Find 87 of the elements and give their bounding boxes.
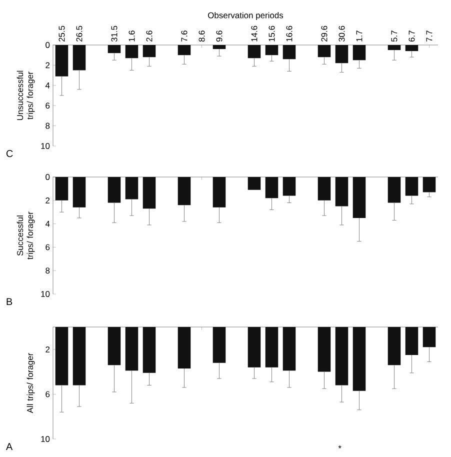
y-axis-title: Successful trips/ forager [16, 212, 35, 260]
bar [108, 45, 121, 54]
y-tick-label: 2 [46, 62, 50, 68]
x-tick-label: 30.6 [338, 26, 345, 42]
y-axis-title: Unsuccessful trips/ forager [16, 70, 35, 120]
bar [125, 177, 138, 200]
bar [142, 327, 156, 373]
bar [178, 327, 191, 368]
bar [352, 327, 366, 391]
y-tick-label: 4 [45, 220, 50, 227]
x-axis-title: Observation periods [208, 12, 284, 20]
x-tick-label: 7.7 [426, 30, 432, 42]
bar [125, 45, 138, 58]
x-tick-label: 26.5 [76, 26, 82, 42]
y-tick-label: 0 [46, 42, 50, 48]
y-tick-label: 10 [41, 291, 50, 297]
y-tick-label: 2 [46, 346, 50, 352]
bar [318, 177, 331, 200]
bar [265, 327, 278, 368]
bar [72, 327, 86, 386]
bar [55, 45, 68, 76]
bar [178, 45, 191, 56]
bar [352, 177, 366, 218]
y-tick-label: 0 [46, 174, 50, 180]
bar [142, 45, 156, 58]
bar [318, 327, 331, 372]
bar [142, 177, 156, 209]
bar [335, 45, 348, 64]
y-tick-label: 6 [46, 391, 50, 398]
bar [388, 177, 401, 203]
x-tick-label: 25.5 [58, 26, 65, 42]
x-tick-label: 7.6 [181, 30, 188, 42]
bar [422, 327, 436, 348]
bar [212, 45, 226, 50]
bar [178, 177, 191, 206]
bar [72, 177, 86, 208]
text: A [6, 443, 13, 450]
x-tick-label: 6.7 [408, 30, 415, 42]
bar [335, 177, 348, 206]
bar [265, 177, 278, 198]
bar [265, 45, 278, 56]
bar [282, 177, 296, 196]
bar [352, 45, 366, 60]
bar [108, 327, 121, 366]
x-tick-label: 2.6 [146, 30, 152, 42]
x-tick-label: 1.6 [128, 30, 135, 42]
x-tick-label: 1.7 [356, 30, 362, 42]
bar [248, 177, 261, 190]
x-tick-label: 14.6 [251, 26, 258, 42]
text: C [6, 150, 13, 158]
x-tick-label: 8.6 [198, 30, 205, 42]
x-tick-label: 5.7 [391, 30, 398, 42]
bar [405, 327, 418, 356]
bar [248, 327, 261, 368]
bar [108, 177, 121, 203]
y-tick-label: 6 [46, 244, 50, 250]
x-tick-label: 16.6 [286, 26, 292, 42]
bar [405, 45, 418, 52]
text: * [338, 445, 342, 448]
y-tick-label: 10 [41, 143, 50, 149]
bar [125, 327, 138, 371]
bar [422, 177, 436, 192]
x-tick-label: 15.6 [268, 26, 275, 42]
y-tick-label: 4 [45, 82, 50, 88]
x-tick-label: 9.6 [216, 30, 222, 42]
y-tick-label: 10 [41, 436, 50, 442]
y-tick-label: 2 [46, 197, 50, 204]
bar [212, 327, 226, 363]
y-axis-title: All trips/ forager [26, 353, 35, 414]
bar [318, 45, 331, 58]
bar [212, 177, 226, 208]
x-tick-label: 29.6 [321, 26, 328, 42]
bar [388, 45, 401, 50]
y-tick-label: 8 [46, 268, 50, 274]
bar [248, 45, 261, 58]
bar [72, 45, 86, 70]
bar [282, 327, 296, 371]
bar [335, 327, 348, 386]
bar [55, 177, 68, 200]
y-tick-label: 8 [46, 122, 50, 129]
bar [55, 327, 68, 386]
y-tick-label: 6 [46, 102, 50, 109]
bar [405, 177, 418, 196]
bar [388, 327, 401, 366]
text: B [6, 298, 12, 306]
x-tick-label: 31.5 [111, 26, 118, 42]
bar [282, 45, 296, 60]
